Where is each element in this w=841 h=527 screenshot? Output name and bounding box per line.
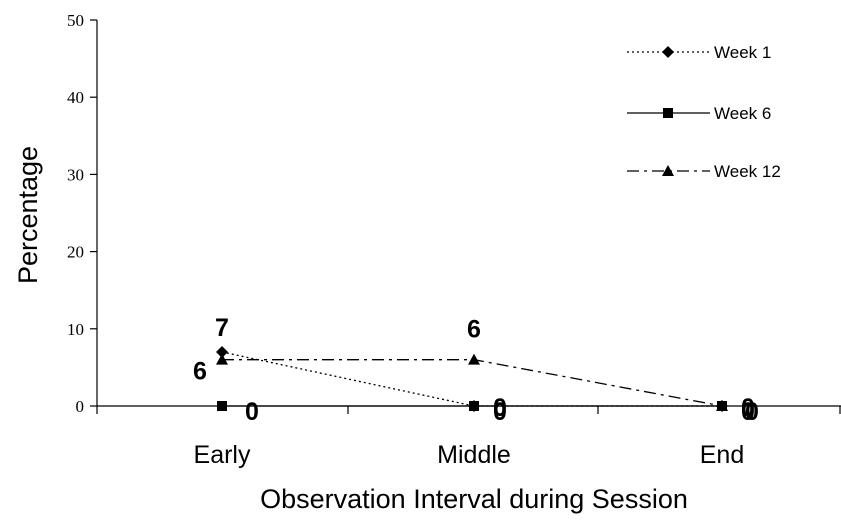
series-week-6 [217,401,727,411]
data-label-s1-p2: 0 [745,398,759,426]
y-tick-label-2: 20 [67,243,84,262]
legend-item-week-6: Week 6 [627,104,771,123]
data-label-s0-p1: 0 [493,394,507,422]
x-category-label-early: Early [194,441,251,469]
series-line-0 [221,351,722,407]
y-tick-label-5: 50 [67,11,84,30]
series-0-point-0 [216,345,228,358]
data-label-s2-p1: 6 [467,316,481,344]
series-1-point-1 [469,401,479,411]
y-tick-label-4: 40 [67,88,84,107]
x-axis-title: Observation Interval during Session [260,484,688,514]
series-1-point-0 [217,401,227,411]
legend-item-week-12: Week 12 [627,162,781,181]
legend-label-1: Week 6 [714,104,771,123]
y-tick-label-1: 10 [67,320,84,339]
data-label-s2-p0: 6 [193,358,207,386]
series-2-point-1 [468,353,480,365]
legend-label-0: Week 1 [714,43,771,62]
series-2-point-2 [716,400,728,411]
axes: 0 10 20 30 40 50 Early Middle End [67,11,841,469]
x-category-label-middle: Middle [437,441,511,469]
data-label-s2-p2: 0 [741,398,755,426]
legend-item-week-1: Week 1 [627,43,771,62]
data-label-s1-p0: 0 [245,398,259,426]
legend-label-2: Week 12 [714,162,781,181]
data-label-s0-p0: 7 [215,314,229,342]
series-layer [216,345,728,412]
series-week-12 [216,353,728,411]
y-axis-title: Percentage [13,146,43,284]
y-tick-label-3: 30 [67,165,84,184]
data-label-s1-p1: 0 [493,398,507,426]
legend-marker-2 [662,165,674,176]
legend-marker-0 [662,46,674,58]
series-2-point-0 [216,353,228,365]
x-category-label-end: End [700,441,744,469]
y-tick-label-0: 0 [76,397,85,416]
data-label-s0-p2: 0 [741,394,755,422]
legend: Week 1 Week 6 Week 12 [627,43,781,181]
legend-marker-1 [663,108,673,118]
series-line-2 [222,359,723,407]
